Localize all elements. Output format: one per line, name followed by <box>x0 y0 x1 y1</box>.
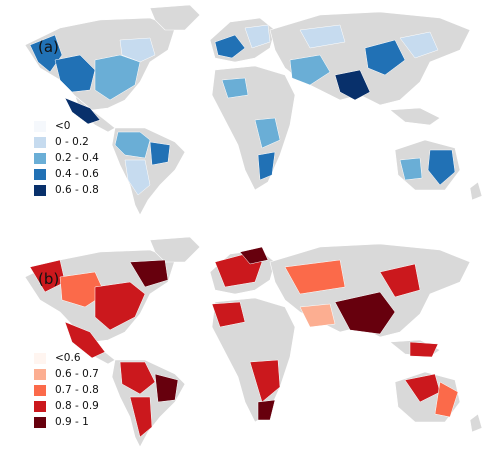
legend-label: 0.6 - 0.7 <box>55 368 99 380</box>
legend-swatch <box>34 416 46 428</box>
legend-label: 0.6 - 0.8 <box>55 184 99 196</box>
legend-item: <0 <box>34 118 99 134</box>
legend-swatch <box>34 368 46 380</box>
legend-item: 0.8 - 0.9 <box>34 398 99 414</box>
world-map-b <box>24 236 483 448</box>
legend-item: 0.4 - 0.6 <box>34 166 99 182</box>
legend-label: 0.4 - 0.6 <box>55 168 99 180</box>
basin-shading-a <box>29 24 456 196</box>
legend-swatch <box>34 168 46 180</box>
legend-swatch <box>34 152 46 164</box>
legend-swatch <box>34 352 46 364</box>
legend: <0 0 - 0.2 0.2 - 0.4 0.4 - 0.6 0.6 - 0.8 <box>34 118 99 198</box>
legend-item: <0.6 <box>34 350 99 366</box>
panel-label: (b) <box>38 270 60 288</box>
legend-label: 0.8 - 0.9 <box>55 400 99 412</box>
legend-swatch <box>34 384 46 396</box>
legend-label: 0.2 - 0.4 <box>55 152 99 164</box>
basin-shading-b <box>29 246 459 438</box>
legend-item: 0.7 - 0.8 <box>34 382 99 398</box>
legend-item: 0 - 0.2 <box>34 134 99 150</box>
legend-label: 0.9 - 1 <box>55 416 89 428</box>
legend-swatch <box>34 400 46 412</box>
legend-item: 0.2 - 0.4 <box>34 150 99 166</box>
panel-label: (a) <box>38 38 59 56</box>
legend-label: <0 <box>55 120 71 132</box>
legend-label: 0 - 0.2 <box>55 136 89 148</box>
map-panel-b: (b) <0.6 0.6 - 0.7 0.7 - 0.8 0.8 - 0.9 0… <box>0 232 500 462</box>
legend-swatch <box>34 120 46 132</box>
legend-label: 0.7 - 0.8 <box>55 384 99 396</box>
legend-item: 0.9 - 1 <box>34 414 99 430</box>
legend-item: 0.6 - 0.7 <box>34 366 99 382</box>
legend-item: 0.6 - 0.8 <box>34 182 99 198</box>
world-map-a <box>24 4 483 216</box>
legend: <0.6 0.6 - 0.7 0.7 - 0.8 0.8 - 0.9 0.9 -… <box>34 350 99 430</box>
legend-swatch <box>34 184 46 196</box>
map-panel-a: (a) <0 0 - 0.2 0.2 - 0.4 0.4 - 0.6 0.6 -… <box>0 0 500 230</box>
legend-label: <0.6 <box>55 352 81 364</box>
legend-swatch <box>34 136 46 148</box>
